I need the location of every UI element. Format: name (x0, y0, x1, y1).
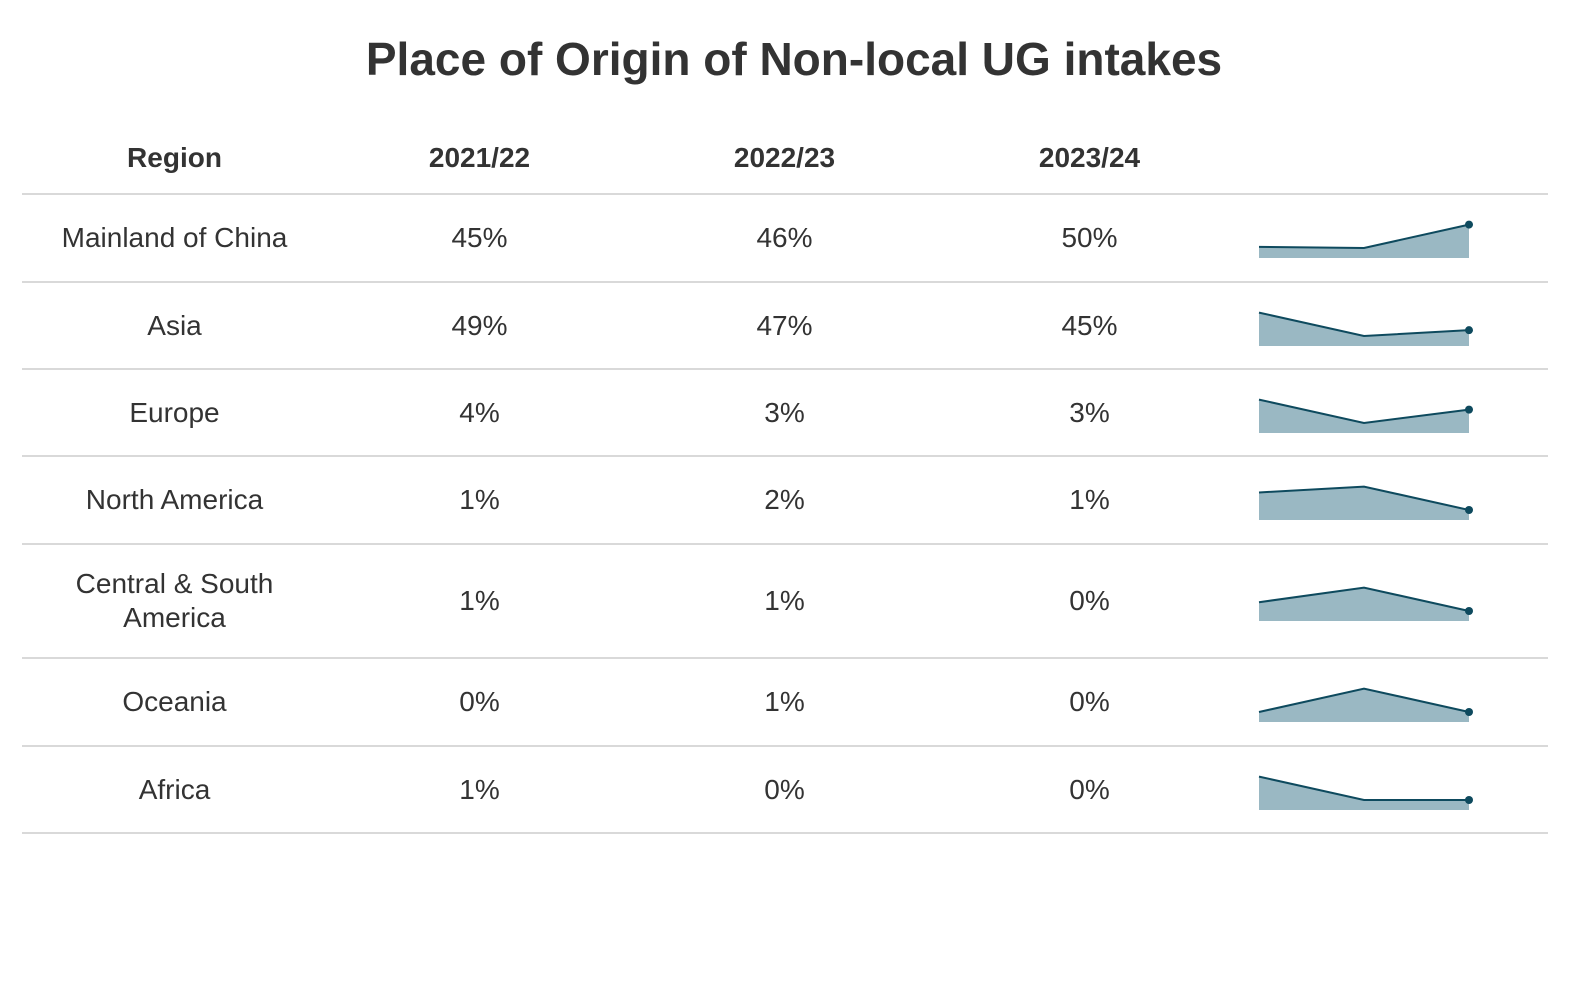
table-header: Region 2021/22 2022/23 2023/24 (22, 122, 1548, 195)
sparkline-cell (1242, 216, 1548, 260)
sparkline-line (1258, 223, 1470, 250)
value-cell: 49% (451, 309, 508, 341)
value-cell: 45% (1061, 309, 1118, 341)
value-cell: 50% (1061, 222, 1118, 253)
value-cell: 1% (459, 585, 500, 616)
sparkline-line (1258, 586, 1470, 612)
sparkline-line (1258, 398, 1470, 424)
sparkline-cell (1242, 680, 1548, 724)
sparkline (1258, 485, 1473, 520)
value-cell: 1% (1069, 484, 1110, 515)
sparkline-end-point (1465, 708, 1473, 716)
region-name: Mainland of China (61, 222, 288, 253)
region-name: Asia (147, 309, 202, 341)
sparkline-area (1259, 486, 1469, 520)
value-cell: 0% (1069, 773, 1110, 805)
sparkline-cell (1242, 768, 1548, 812)
page-title: Place of Origin of Non-local UG intakes (365, 33, 1223, 85)
sparkline-end-point (1465, 795, 1473, 804)
sparkline-end-point (1465, 325, 1473, 334)
value-cell: 47% (756, 309, 813, 341)
value-cell: 0% (764, 773, 805, 805)
table-row: Central & South America 1% 1% 0% (22, 545, 1548, 659)
value-cell: 46% (756, 222, 813, 253)
sparkline-area (1259, 587, 1469, 621)
value-cell: 1% (764, 686, 805, 717)
sparkline-end-point (1465, 405, 1473, 414)
sparkline (1258, 586, 1473, 621)
sparkline-end-point (1465, 506, 1473, 514)
value-cell: 1% (459, 484, 500, 515)
sparkline (1258, 687, 1473, 722)
sparkline-cell (1242, 391, 1548, 435)
table-row: Asia 49% 47% 45% (22, 283, 1548, 370)
region-name: North America (85, 484, 264, 515)
region-name: Europe (129, 396, 220, 428)
table-row: Africa 1% 0% 0% (22, 747, 1548, 834)
sparkline-line (1258, 485, 1470, 511)
table-row: Europe 4% 3% 3% (22, 370, 1548, 457)
region-name: Africa (138, 773, 211, 805)
sparkline-area (1259, 688, 1469, 722)
sparkline-cell (1242, 478, 1548, 522)
origin-table: Region 2021/22 2022/23 2023/24 Mainland … (22, 122, 1548, 834)
value-cell: 1% (459, 773, 500, 805)
value-cell: 2% (764, 484, 805, 515)
region-name: Oceania (122, 686, 227, 717)
column-header-region: Region (127, 141, 222, 173)
table-row: North America 1% 2% 1% (22, 457, 1548, 545)
column-header-2021-22: 2021/22 (428, 141, 531, 173)
sparkline-end-point (1465, 607, 1473, 615)
value-cell: 3% (764, 396, 805, 428)
sparkline (1258, 398, 1473, 433)
value-cell: 0% (459, 686, 500, 717)
sparkline (1258, 311, 1473, 346)
sparkline-line (1258, 775, 1469, 801)
column-header-2022-23: 2022/23 (733, 141, 836, 173)
sparkline-end-point (1465, 220, 1473, 229)
sparkline-line (1258, 687, 1470, 713)
sparkline-area (1259, 776, 1469, 810)
value-cell: 45% (451, 222, 508, 253)
value-cell: 3% (1069, 396, 1110, 428)
region-name: Central & South America (75, 568, 274, 633)
value-cell: 0% (1069, 686, 1110, 717)
sparkline-cell (1242, 304, 1548, 348)
table-row: Mainland of China 45% 46% 50% (22, 195, 1548, 283)
value-cell: 4% (459, 396, 500, 428)
sparkline-line (1258, 311, 1470, 337)
sparkline-area (1259, 224, 1469, 258)
table-row: Oceania 0% 1% 0% (22, 659, 1548, 747)
column-header-2023-24: 2023/24 (1038, 141, 1141, 173)
sparkline (1258, 220, 1473, 258)
table-body: Mainland of China 45% 46% 50% Asia 49% 47% 45% E… (22, 195, 1548, 834)
value-cell: 1% (764, 585, 805, 616)
sparkline-area (1259, 312, 1469, 346)
value-cell: 0% (1069, 585, 1110, 616)
sparkline-area (1259, 399, 1469, 433)
sparkline (1258, 775, 1473, 810)
sparkline-cell (1242, 579, 1548, 623)
